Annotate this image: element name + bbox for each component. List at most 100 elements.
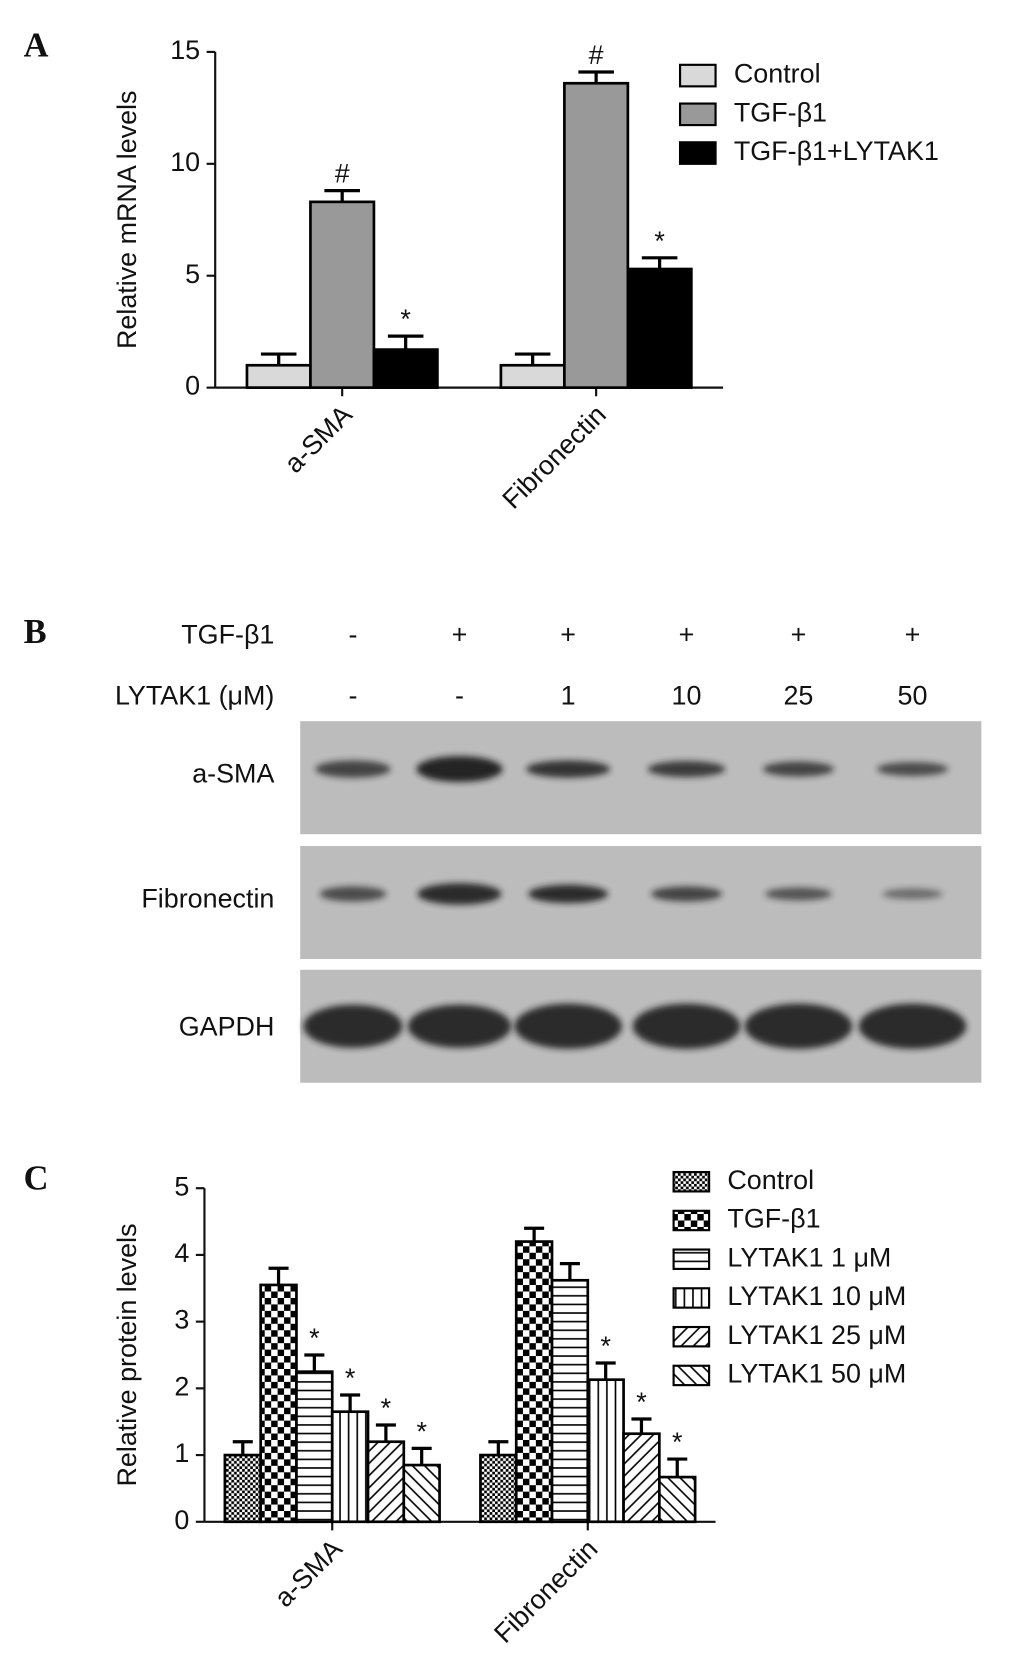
y-axis-label: Relative mRNA levels: [112, 90, 142, 349]
significance-mark: *: [309, 1323, 320, 1353]
blot-band: [319, 886, 387, 902]
condition-label: TGF-β1: [181, 619, 274, 649]
legend-swatch: [678, 63, 717, 88]
blot-band: [765, 887, 832, 901]
blot-band: [882, 888, 943, 900]
significance-mark: *: [654, 226, 665, 256]
bar: [309, 200, 376, 389]
bar: [586, 1378, 625, 1524]
bar: [402, 1463, 441, 1524]
legend-swatch: [672, 1170, 711, 1193]
blot-band: [876, 762, 948, 777]
blot-band: [762, 761, 834, 777]
significance-mark: #: [335, 159, 350, 189]
bar: [245, 363, 312, 389]
y-axis-label: Relative protein levels: [112, 1223, 142, 1486]
bar: [550, 1278, 590, 1524]
blot-band: [744, 1003, 853, 1049]
bar: [499, 363, 566, 389]
legend-swatch: [672, 1287, 711, 1309]
lane-label: -: [348, 681, 357, 711]
blot-strip: [300, 721, 982, 835]
legend-label: TGF-β1+LYTAK1: [734, 136, 939, 166]
blot-band: [632, 1003, 741, 1049]
y-tick-label: 1: [174, 1438, 189, 1468]
y-tick-label: 4: [174, 1238, 189, 1268]
blot-band: [416, 756, 503, 783]
legend-label: Control: [734, 59, 821, 89]
y-tick-label: 2: [174, 1371, 189, 1401]
y-tick-label: 0: [174, 1505, 189, 1535]
bar: [295, 1370, 334, 1524]
blot-band: [315, 760, 391, 778]
blot-membrane: [300, 846, 982, 960]
lane-label: -: [455, 681, 464, 711]
blot-band: [514, 1003, 622, 1049]
panel-letter: B: [24, 613, 47, 651]
lane-label: +: [905, 619, 921, 649]
blot-band: [417, 883, 502, 905]
legend-swatch: [678, 141, 717, 165]
panel-letter: A: [24, 27, 49, 65]
bar: [657, 1475, 697, 1524]
bar: [366, 1440, 406, 1524]
significance-mark: *: [400, 304, 411, 334]
legend-swatch: [678, 102, 717, 127]
lane-label: +: [791, 619, 807, 649]
significance-mark: *: [381, 1393, 392, 1423]
lane-label: +: [679, 619, 695, 649]
legend-label: LYTAK1 25 μM: [727, 1320, 906, 1350]
significance-mark: *: [672, 1427, 683, 1457]
row-label: a-SMA: [192, 759, 274, 789]
bar: [330, 1410, 370, 1524]
blot-band: [303, 1004, 403, 1048]
significance-mark: #: [589, 40, 604, 70]
legend-label: LYTAK1 1 μM: [727, 1242, 891, 1272]
significance-mark: *: [600, 1331, 611, 1361]
bar: [223, 1453, 263, 1524]
legend-label: Control: [727, 1165, 814, 1195]
legend-swatch: [672, 1364, 711, 1387]
y-tick-label: 5: [174, 1171, 189, 1201]
bar: [622, 1432, 661, 1524]
row-label: GAPDH: [179, 1012, 275, 1042]
x-tick-label: Fibronectin: [497, 399, 612, 514]
condition-label: LYTAK1 (μM): [115, 681, 274, 711]
legend-label: LYTAK1 50 μM: [727, 1359, 906, 1389]
significance-mark: *: [416, 1416, 427, 1446]
bar: [372, 348, 439, 389]
bar: [259, 1283, 298, 1524]
blot-band: [528, 884, 608, 904]
blot-band: [651, 886, 723, 902]
legend-label: LYTAK1 10 μM: [727, 1281, 906, 1311]
blot-membrane: [300, 721, 982, 835]
y-tick-label: 0: [185, 371, 200, 401]
legend-swatch: [672, 1209, 711, 1232]
bar: [563, 81, 630, 389]
significance-mark: *: [345, 1363, 356, 1393]
bar: [479, 1453, 518, 1524]
blot-strip: [300, 969, 982, 1083]
bar: [626, 267, 693, 389]
y-tick-label: 15: [170, 35, 200, 65]
y-tick-label: 10: [170, 147, 200, 177]
x-tick-label: Fibronectin: [488, 1534, 603, 1649]
blot-band: [858, 1003, 967, 1049]
legend-label: TGF-β1: [734, 97, 827, 127]
x-tick-label: a-SMA: [279, 399, 358, 478]
lane-label: 50: [898, 681, 928, 711]
lane-label: +: [452, 619, 468, 649]
x-tick-label: a-SMA: [269, 1533, 348, 1612]
lane-label: 10: [672, 681, 702, 711]
blot-band: [526, 760, 611, 778]
legend-label: TGF-β1: [727, 1204, 820, 1234]
blot-band: [647, 761, 726, 778]
y-tick-label: 5: [185, 259, 200, 289]
lane-label: -: [348, 619, 357, 649]
legend-swatch: [672, 1248, 711, 1270]
lane-label: 1: [561, 681, 576, 711]
lane-label: +: [560, 619, 576, 649]
significance-mark: *: [636, 1387, 647, 1417]
legend-swatch: [672, 1325, 711, 1348]
